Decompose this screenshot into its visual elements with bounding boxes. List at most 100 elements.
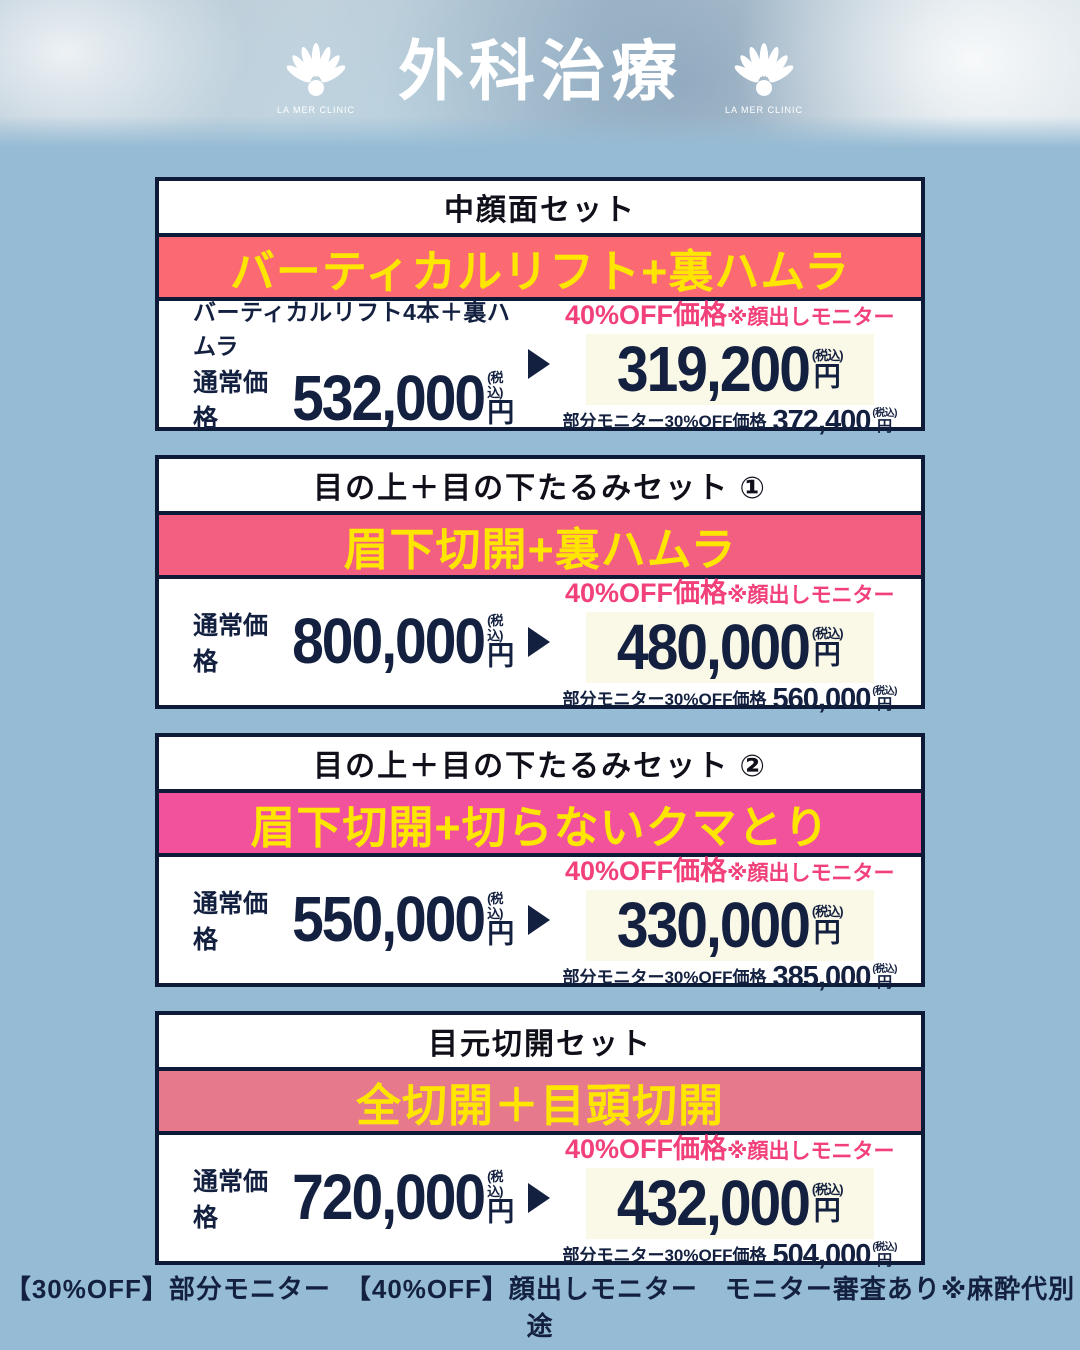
price-row: 通常価格 720,000 (税込) 円 40%OFF価格 ※顔出しモニター xyxy=(159,1134,921,1270)
price-unit: (税込) 円 xyxy=(487,371,514,427)
normal-price-label: 通常価格 xyxy=(193,369,269,433)
arrow-right-icon xyxy=(528,1183,551,1213)
price-unit: (税込) 円 xyxy=(811,1182,844,1226)
normal-price-label: 通常価格 xyxy=(193,1168,269,1232)
normal-price-value: 532,000 xyxy=(292,362,486,435)
discount-price-value: 432,000 xyxy=(616,1167,811,1240)
partial-monitor-value: 560,000 xyxy=(772,682,872,715)
hero-banner: LA MER CLINIC 外科治療 LA MER CL xyxy=(0,0,1080,150)
discount-price-value: 319,200 xyxy=(616,333,811,406)
shell-icon xyxy=(734,42,794,96)
tax-note: (税込) xyxy=(811,904,844,920)
off-price-label: 40%OFF価格 xyxy=(565,299,728,330)
hero-fade xyxy=(0,116,1080,150)
tax-note: (税込) xyxy=(811,626,844,642)
price-row: 通常価格 800,000 (税込) 円 40%OFF価格 ※顔出しモニター xyxy=(159,578,921,714)
yen-symbol: 円 xyxy=(813,917,841,948)
off-note-label: ※顔出しモニター xyxy=(727,583,895,607)
clinic-logo-left: LA MER CLINIC xyxy=(268,42,364,115)
discount-label: 40%OFF価格 ※顔出しモニター xyxy=(565,293,894,332)
price-unit: (税込) 円 xyxy=(487,892,514,948)
price-card-list: 中顔面セット バーティカルリフト+裏ハムラ バーティカルリフト4本＋裏ハムラ 通… xyxy=(155,177,925,1270)
yen-symbol: 円 xyxy=(813,1195,841,1226)
clinic-logo-text: LA MER CLINIC xyxy=(724,104,804,115)
discount-price-highlight: 330,000 (税込) 円 xyxy=(585,889,874,962)
treatment-banner: 眉下切開+切らないクマとり xyxy=(159,793,921,857)
page-title: 外科治療 xyxy=(398,34,682,108)
tax-note: (税込) xyxy=(487,613,503,643)
partial-monitor-value: 372,400 xyxy=(772,404,872,437)
discount-price-value: 480,000 xyxy=(616,611,811,684)
normal-price-block: バーティカルリフト4本＋裏ハムラ 通常価格 532,000 (税込) 円 xyxy=(193,293,514,435)
price-unit-small: (税込) 円 xyxy=(872,965,897,992)
discount-price-highlight: 480,000 (税込) 円 xyxy=(585,611,874,684)
yen-symbol: 円 xyxy=(487,397,515,428)
tax-note: (税込) xyxy=(487,370,503,400)
price-subtitle: バーティカルリフト4本＋裏ハムラ xyxy=(193,299,511,359)
tax-note: (税込) xyxy=(872,1242,897,1253)
price-unit-small: (税込) 円 xyxy=(872,409,897,436)
discount-price-highlight: 432,000 (税込) 円 xyxy=(585,1167,874,1240)
off-note-label: ※顔出しモニター xyxy=(727,861,895,885)
monitor-conditions-note: 【30%OFF】部分モニター 【40%OFF】顔出しモニター モニター審査あり※… xyxy=(4,1274,1076,1341)
price-card-eye-incision-set: 目元切開セット 全切開＋目頭切開 通常価格 720,000 (税込) 円 xyxy=(155,1011,925,1270)
set-name: 目の上＋目の下たるみセット ① xyxy=(159,459,921,515)
off-note-label: ※顔出しモニター xyxy=(727,305,895,329)
yen-symbol: 円 xyxy=(487,918,515,949)
partial-monitor-price: 部分モニター30%OFF価格 372,400 (税込) 円 xyxy=(562,404,897,437)
price-unit: (税込) 円 xyxy=(811,626,844,670)
yen-symbol: 円 xyxy=(877,418,893,435)
normal-price-label: 通常価格 xyxy=(193,612,269,676)
price-unit: (税込) 円 xyxy=(487,1170,514,1226)
tax-note: (税込) xyxy=(872,964,897,975)
yen-symbol: 円 xyxy=(487,1196,515,1227)
discount-price-highlight: 319,200 (税込) 円 xyxy=(585,333,874,406)
treatment-banner: バーティカルリフト+裏ハムラ xyxy=(159,237,921,301)
off-price-label: 40%OFF価格 xyxy=(565,855,728,886)
normal-price-block: 通常価格 720,000 (税込) 円 xyxy=(193,1162,514,1234)
discount-price-block: 40%OFF価格 ※顔出しモニター 330,000 (税込) 円 部分モニター3… xyxy=(562,849,897,992)
treatment-banner: 全切開＋目頭切開 xyxy=(159,1071,921,1135)
price-unit-small: (税込) 円 xyxy=(872,687,897,714)
price-card-eye-sag-set-1: 目の上＋目の下たるみセット ① 眉下切開+裏ハムラ 通常価格 800,000 (… xyxy=(155,455,925,714)
partial-monitor-value: 385,000 xyxy=(772,960,872,993)
price-card-eye-sag-set-2: 目の上＋目の下たるみセット ② 眉下切開+切らないクマとり 通常価格 550,0… xyxy=(155,733,925,991)
clinic-logo-text: LA MER CLINIC xyxy=(276,104,356,115)
yen-symbol: 円 xyxy=(487,640,515,671)
partial-monitor-price: 部分モニター30%OFF価格 560,000 (税込) 円 xyxy=(562,682,897,715)
normal-price-value: 720,000 xyxy=(292,1161,486,1234)
price-unit: (税込) 円 xyxy=(811,904,844,948)
tax-note: (税込) xyxy=(811,348,844,364)
price-unit: (税込) 円 xyxy=(487,614,514,670)
off-price-label: 40%OFF価格 xyxy=(565,1133,728,1164)
tax-note: (税込) xyxy=(487,1169,503,1199)
price-unit: (税込) 円 xyxy=(811,348,844,391)
discount-price-block: 40%OFF価格 ※顔出しモニター 432,000 (税込) 円 部分モニター3… xyxy=(562,1127,897,1270)
arrow-right-icon xyxy=(528,349,551,379)
normal-price-value: 800,000 xyxy=(292,605,486,678)
arrow-right-icon xyxy=(528,627,551,657)
yen-symbol: 円 xyxy=(813,639,841,670)
normal-price-value: 550,000 xyxy=(292,883,486,956)
discount-label: 40%OFF価格 ※顔出しモニター xyxy=(565,849,894,888)
yen-symbol: 円 xyxy=(877,974,893,991)
normal-price-block: 通常価格 800,000 (税込) 円 xyxy=(193,606,514,678)
yen-symbol: 円 xyxy=(877,1252,893,1269)
partial-monitor-label: 部分モニター30%OFF価格 xyxy=(562,689,767,709)
arrow-right-icon xyxy=(528,905,551,935)
price-unit-small: (税込) 円 xyxy=(872,1243,897,1270)
price-card-midface-set: 中顔面セット バーティカルリフト+裏ハムラ バーティカルリフト4本＋裏ハムラ 通… xyxy=(155,177,925,435)
off-note-label: ※顔出しモニター xyxy=(727,1139,895,1163)
tax-note: (税込) xyxy=(487,891,503,921)
discount-price-value: 330,000 xyxy=(616,889,811,962)
yen-symbol: 円 xyxy=(877,696,893,713)
normal-price-block: 通常価格 550,000 (税込) 円 xyxy=(193,884,514,956)
discount-price-block: 40%OFF価格 ※顔出しモニター 480,000 (税込) 円 部分モニター3… xyxy=(562,571,897,714)
tax-note: (税込) xyxy=(872,686,897,697)
off-price-label: 40%OFF価格 xyxy=(565,577,728,608)
partial-monitor-price: 部分モニター30%OFF価格 504,000 (税込) 円 xyxy=(562,1240,897,1270)
set-name: 目元切開セット xyxy=(159,1015,921,1071)
tax-note: (税込) xyxy=(811,1182,844,1198)
discount-label: 40%OFF価格 ※顔出しモニター xyxy=(565,571,894,610)
